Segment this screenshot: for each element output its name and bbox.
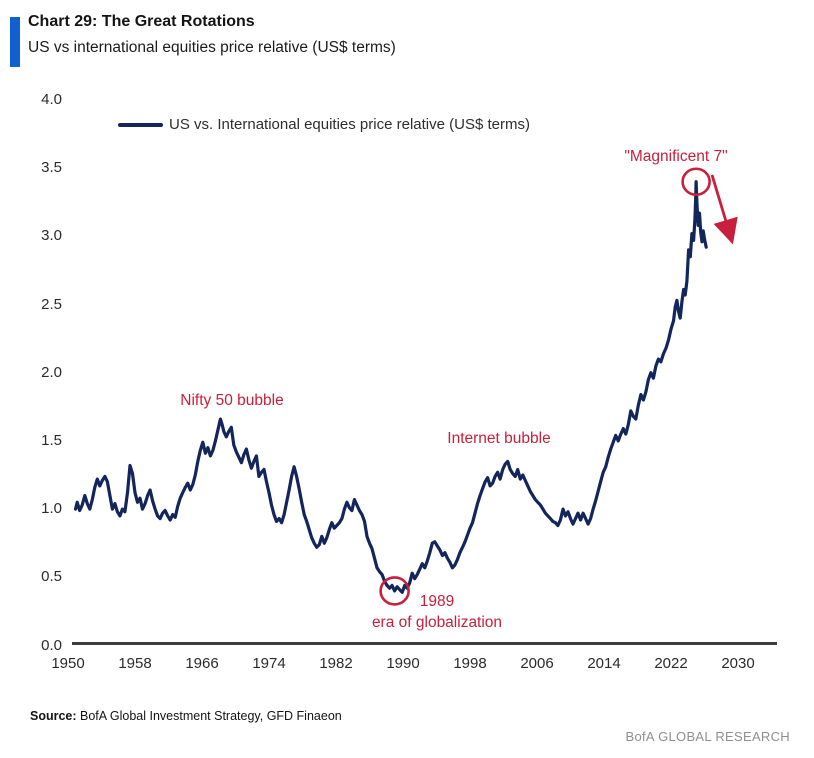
x-tick-label: 1990: [386, 655, 420, 672]
annotation-era-of-globalization: era of globalization: [371, 614, 503, 631]
legend-line-swatch: [118, 122, 163, 127]
chart-subtitle: US vs international equities price relat…: [28, 39, 396, 56]
x-tick-label: 1958: [118, 655, 152, 672]
x-tick-label: 2022: [654, 655, 688, 672]
x-tick-label: 1950: [51, 655, 85, 672]
y-tick-label: 4.0: [41, 90, 62, 108]
y-tick-label: 1.0: [41, 500, 62, 518]
source-label: Source:: [30, 709, 77, 723]
y-tick-label: 0.5: [41, 568, 62, 586]
legend-label: US vs. International equities price rela…: [169, 116, 530, 133]
chart-title: Chart 29: The Great Rotations: [28, 13, 255, 30]
y-tick-label: 2.0: [41, 363, 62, 381]
y-tick-label: 3.0: [41, 227, 62, 245]
annotation-1989-year: 1989: [419, 593, 455, 610]
low-1989-circle: [379, 576, 410, 606]
y-tick-label: 3.5: [41, 159, 62, 177]
annotation-internet-bubble: Internet bubble: [447, 430, 551, 447]
y-tick-label: 2.5: [41, 295, 62, 313]
price-relative-line: [73, 180, 708, 594]
magnificent7-peak-circle: [681, 167, 711, 197]
x-tick-label: 1974: [252, 655, 286, 672]
x-tick-label: 1998: [453, 655, 487, 672]
title-accent-bar: [10, 17, 20, 67]
legend: US vs. International equities price rela…: [118, 116, 530, 133]
downtrend-arrow-icon: [710, 174, 738, 245]
annotation-magnificent-7: "Magnificent 7": [624, 148, 728, 165]
x-tick-label: 2030: [721, 655, 755, 672]
y-tick-label: 0.0: [41, 636, 62, 654]
annotation-1989-era-of-globalization: 1989 era of globalization: [337, 591, 537, 633]
source-text: BofA Global Investment Strategy, GFD Fin…: [76, 709, 342, 723]
x-tick-label: 2006: [520, 655, 554, 672]
source-line: Source: BofA Global Investment Strategy,…: [30, 709, 342, 723]
x-tick-label: 1966: [185, 655, 219, 672]
brand-stamp: BofA GLOBAL RESEARCH: [625, 729, 790, 744]
y-tick-label: 1.5: [41, 431, 62, 449]
x-tick-label: 1982: [319, 655, 353, 672]
x-tick-label: 2014: [587, 655, 621, 672]
annotation-nifty-50-bubble: Nifty 50 bubble: [180, 392, 284, 409]
